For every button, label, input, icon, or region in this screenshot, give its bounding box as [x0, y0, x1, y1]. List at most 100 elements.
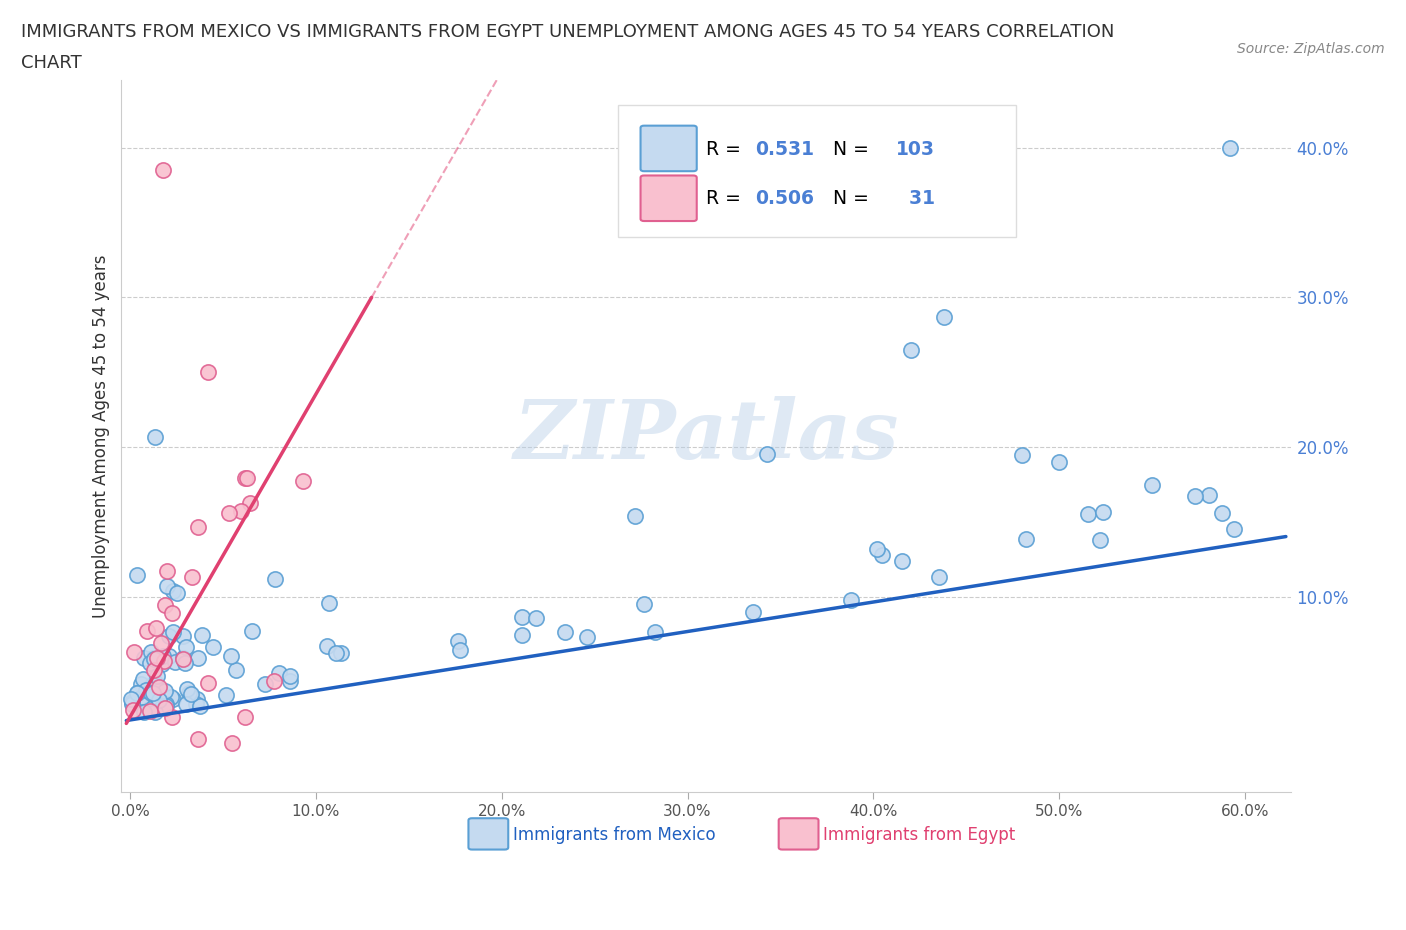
Point	[143, 430, 166, 445]
Point	[131, 690, 153, 705]
Text: 31: 31	[896, 190, 935, 208]
Point	[135, 683, 157, 698]
Point	[132, 671, 155, 686]
Point	[145, 669, 167, 684]
Point	[325, 645, 347, 660]
Point	[215, 688, 238, 703]
Point	[180, 570, 202, 585]
Point	[900, 342, 922, 357]
Point	[143, 651, 166, 666]
Point	[174, 697, 197, 711]
Point	[278, 673, 301, 688]
Point	[197, 675, 219, 690]
Point	[240, 623, 263, 638]
Point	[139, 685, 162, 700]
Point	[225, 663, 247, 678]
Point	[233, 710, 256, 724]
Point	[219, 648, 242, 663]
Point	[318, 595, 340, 610]
Point	[292, 474, 315, 489]
Text: N =: N =	[821, 190, 875, 208]
Point	[122, 645, 145, 660]
Point	[120, 691, 142, 706]
Point	[174, 656, 197, 671]
Point	[150, 657, 173, 671]
Text: Immigrants from Egypt: Immigrants from Egypt	[823, 826, 1015, 844]
Point	[142, 685, 165, 700]
Text: Immigrants from Mexico: Immigrants from Mexico	[513, 826, 716, 844]
Point	[138, 702, 160, 717]
Point	[575, 630, 598, 644]
Point	[162, 692, 184, 707]
Point	[172, 652, 194, 667]
FancyBboxPatch shape	[468, 818, 508, 849]
Point	[135, 623, 157, 638]
Point	[839, 592, 862, 607]
Point	[177, 685, 200, 700]
Point	[174, 640, 197, 655]
Point	[229, 504, 252, 519]
Point	[155, 698, 177, 713]
Text: N =: N =	[821, 140, 875, 159]
Point	[148, 692, 170, 707]
Point	[160, 710, 183, 724]
Point	[928, 570, 950, 585]
Point	[145, 684, 167, 699]
Point	[129, 676, 152, 691]
Point	[139, 656, 162, 671]
Point	[162, 584, 184, 599]
Point	[1088, 532, 1111, 547]
Point	[741, 604, 763, 619]
Point	[176, 682, 198, 697]
Point	[146, 651, 169, 666]
Point	[510, 628, 533, 643]
Point	[330, 645, 353, 660]
Point	[152, 649, 174, 664]
Point	[125, 685, 148, 700]
Point	[278, 669, 301, 684]
Point	[1091, 505, 1114, 520]
Y-axis label: Unemployment Among Ages 45 to 54 years: Unemployment Among Ages 45 to 54 years	[93, 254, 110, 618]
Point	[1198, 487, 1220, 502]
Point	[134, 704, 156, 719]
FancyBboxPatch shape	[779, 818, 818, 849]
Point	[1047, 455, 1070, 470]
Text: 103: 103	[896, 140, 935, 159]
Point	[624, 509, 647, 524]
Point	[190, 698, 212, 713]
Point	[160, 690, 183, 705]
Point	[201, 640, 224, 655]
Point	[132, 651, 155, 666]
FancyBboxPatch shape	[619, 105, 1017, 237]
Point	[254, 676, 277, 691]
Point	[263, 673, 285, 688]
Point	[142, 651, 165, 666]
Point	[1077, 506, 1099, 521]
Point	[155, 578, 177, 593]
Point	[190, 628, 212, 643]
Point	[143, 678, 166, 693]
Point	[186, 651, 208, 666]
Point	[153, 654, 176, 669]
Text: ZIPatlas: ZIPatlas	[513, 396, 898, 476]
Point	[139, 684, 162, 698]
Point	[149, 636, 172, 651]
Point	[554, 625, 576, 640]
Point	[163, 655, 186, 670]
Point	[449, 643, 471, 658]
Point	[127, 568, 149, 583]
Point	[162, 625, 184, 640]
Text: CHART: CHART	[21, 54, 82, 72]
Point	[139, 644, 162, 659]
Point	[1219, 140, 1241, 155]
Point	[131, 695, 153, 710]
Point	[172, 651, 194, 666]
Point	[142, 680, 165, 695]
Text: 0.506: 0.506	[755, 190, 814, 208]
Text: R =: R =	[706, 140, 747, 159]
Point	[932, 310, 955, 325]
Point	[148, 680, 170, 695]
Point	[891, 554, 914, 569]
Point	[236, 471, 259, 485]
Point	[121, 695, 143, 710]
